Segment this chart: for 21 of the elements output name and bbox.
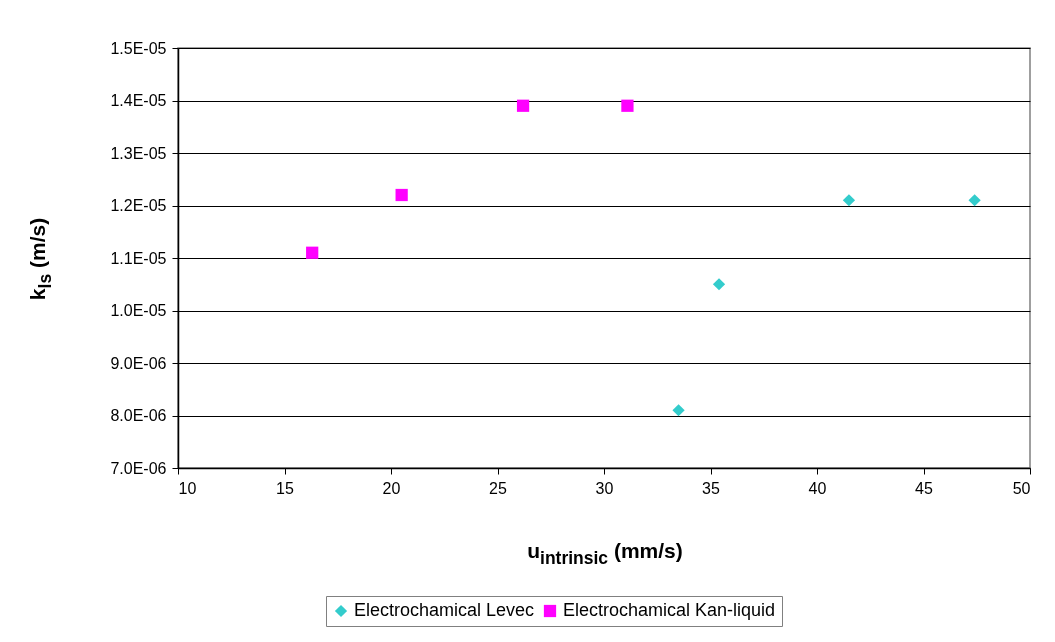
y-tick-label: 1.5E-05 [110,39,167,57]
y-tick-label: 7.0E-06 [110,459,167,477]
legend-label: Electrochamical Kan-liquid [563,600,776,620]
y-tick-label: 9.0E-06 [110,354,167,372]
legend-label: Electrochamical Levec [354,600,535,620]
y-tick-label: 1.2E-05 [110,197,167,214]
x-tick-label: 35 [702,479,720,497]
x-tick-label: 50 [1012,479,1031,497]
y-tick-label: 1.1E-05 [110,249,167,267]
x-tick-label: 45 [915,479,933,497]
y-tick-label: 1.3E-05 [110,144,167,162]
x-tick-label: 30 [595,479,614,497]
x-tick-label: 15 [276,479,294,497]
x-tick-label: 10 [178,479,197,497]
y-tick-label: 8.0E-06 [110,407,167,424]
x-tick-label: 25 [489,479,507,497]
y-tick-label: 1.4E-05 [110,92,167,109]
y-tick-label: 1.0E-05 [110,302,167,319]
x-tick-label: 20 [382,479,401,497]
x-tick-label: 40 [808,479,827,497]
x-axis-title: u$_{intrinsic}$ (mm/s) [527,539,683,569]
